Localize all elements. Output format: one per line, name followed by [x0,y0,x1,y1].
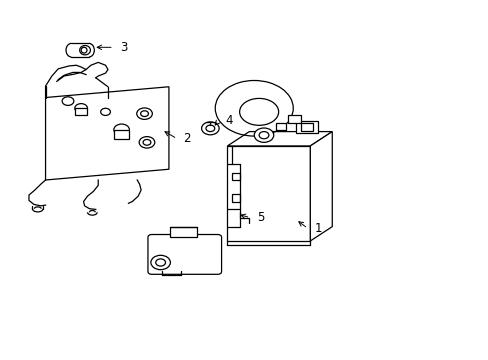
FancyBboxPatch shape [148,234,221,274]
Circle shape [139,136,155,148]
Polygon shape [227,132,331,146]
Polygon shape [45,87,168,180]
Bar [232,194,239,202]
Text: 2: 2 [183,132,191,145]
Circle shape [205,125,214,132]
Circle shape [62,97,74,105]
Circle shape [259,132,268,139]
Circle shape [151,255,170,270]
Bar [170,226,197,237]
Circle shape [101,108,110,116]
Circle shape [75,104,87,113]
Circle shape [254,128,273,142]
Circle shape [143,139,151,145]
Text: 4: 4 [224,114,232,127]
Bar [75,108,87,116]
Circle shape [137,108,152,120]
Bar [276,123,285,130]
Polygon shape [310,132,331,241]
Circle shape [114,124,129,135]
Bar [114,130,129,139]
Circle shape [201,122,219,135]
Text: 1: 1 [314,222,321,235]
Polygon shape [227,146,310,241]
Bar [288,115,300,123]
Bar [295,121,317,134]
Bar [232,173,239,180]
Circle shape [141,111,148,117]
Text: 5: 5 [256,211,264,224]
Bar [300,123,312,131]
Circle shape [156,259,165,266]
Text: 3: 3 [120,41,127,54]
